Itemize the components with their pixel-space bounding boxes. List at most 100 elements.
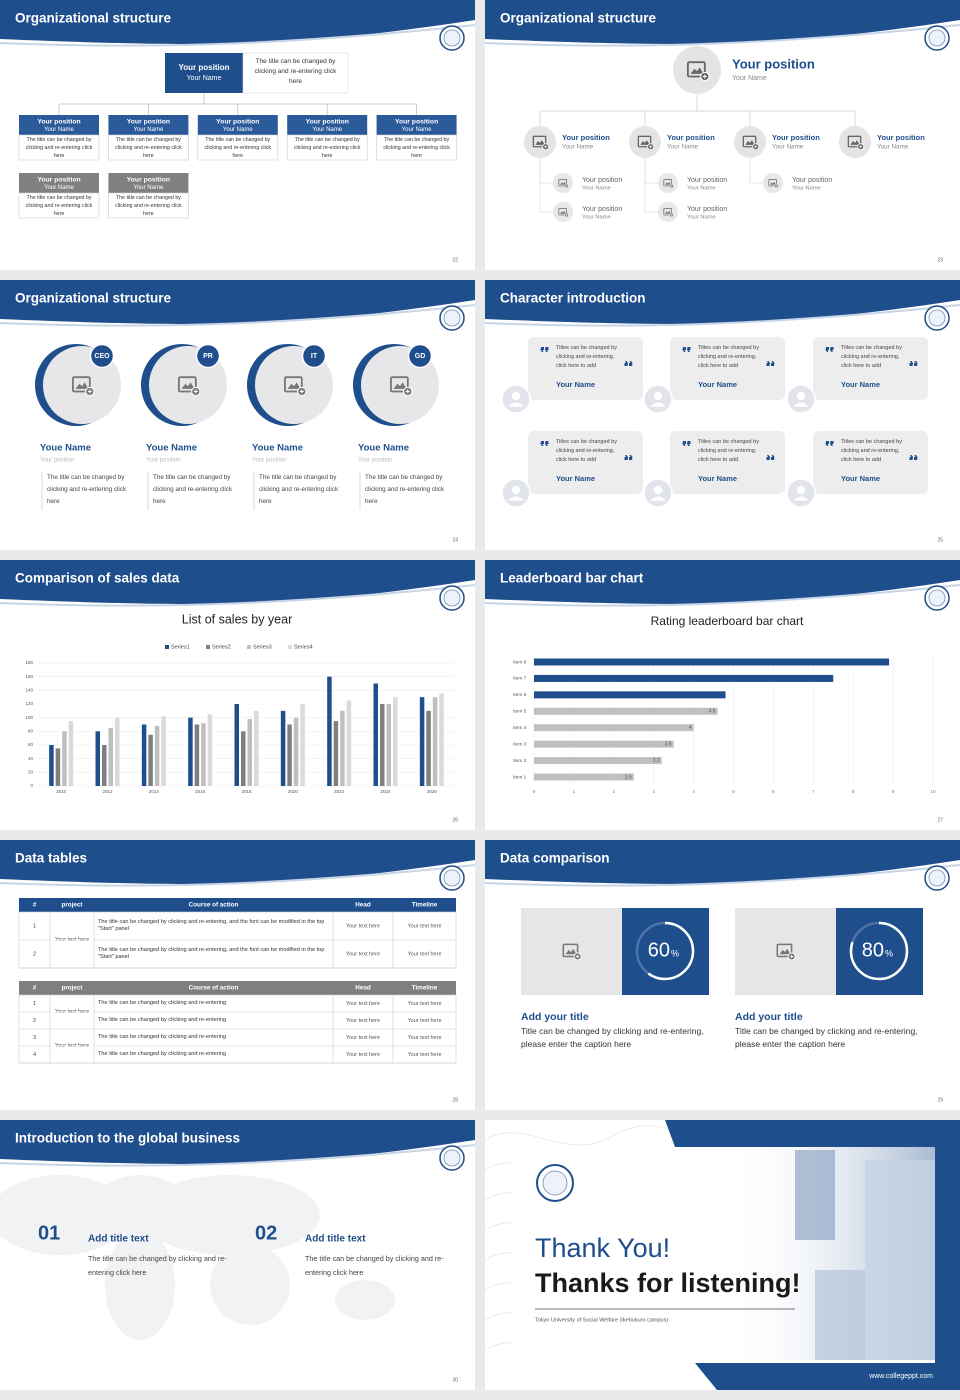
box-text-box: The title can be changed by clicking and… xyxy=(205,137,272,159)
avatar-head xyxy=(653,391,663,401)
slide-title: Organizational structure xyxy=(15,291,172,306)
bar xyxy=(102,745,107,786)
table-header-cell: Head xyxy=(355,985,371,992)
logo-inner xyxy=(443,869,461,887)
course-cell-box: The title can be changed by clicking and… xyxy=(98,919,324,933)
person-name: Youe Name xyxy=(146,443,197,454)
person-text-box: The title can be changed by clicking and… xyxy=(153,474,232,505)
person-position: Your position xyxy=(40,458,74,464)
child-photo xyxy=(553,202,573,222)
bottom-band xyxy=(695,1363,960,1390)
card xyxy=(813,431,928,494)
card-text: Titles can be changed by clicking and re… xyxy=(698,345,759,369)
top-note-box: The title can be changed by clicking and… xyxy=(255,58,337,85)
box-body xyxy=(108,134,189,161)
bar xyxy=(115,717,120,786)
item-text-box: The title can be changed by clicking and… xyxy=(88,1254,227,1277)
course-cell: The title can be changed by clicking and… xyxy=(98,946,325,961)
box-name: Your Name xyxy=(44,127,74,133)
item-text-box: Title can be changed by clicking and re-… xyxy=(735,1026,918,1049)
bar xyxy=(49,745,54,786)
image-icon xyxy=(768,178,779,189)
table-header-cell: # xyxy=(33,902,37,909)
x-tick-label: 2020 xyxy=(288,789,299,794)
box-text: The title can be changed by clicking and… xyxy=(25,137,93,159)
bar xyxy=(247,719,252,786)
icon-frame xyxy=(558,178,568,187)
quote-close xyxy=(624,361,633,366)
logo-inner xyxy=(443,1149,461,1167)
chart-title: Rating leaderboard bar chart xyxy=(651,614,804,628)
timeline-cell: Your text here xyxy=(407,1035,441,1041)
logo-inner xyxy=(928,29,946,47)
head-cell: Your text here xyxy=(346,951,380,957)
x-tick-label: 4 xyxy=(692,789,695,794)
ring-value xyxy=(635,921,695,981)
image-icon xyxy=(558,178,569,189)
badge xyxy=(407,343,433,369)
quote-open xyxy=(540,441,549,446)
icon-frame xyxy=(558,207,568,216)
item-title: Add title text xyxy=(305,1234,366,1245)
slide: Data tables 28 # project Course of action Hea… xyxy=(0,840,476,1110)
timeline-cell: Your text here xyxy=(407,951,441,957)
child-name: Your Name xyxy=(687,186,716,192)
y-tick-label: 60 xyxy=(28,742,34,747)
bar xyxy=(534,691,726,699)
child-photo xyxy=(553,173,573,193)
bar xyxy=(161,716,166,786)
page-number: 29 xyxy=(937,1097,943,1103)
image-icon xyxy=(71,376,95,397)
icon-plus-sign xyxy=(299,389,304,394)
x-tick-label: 5 xyxy=(732,789,735,794)
x-tick-label: 10 xyxy=(930,789,936,794)
icon-mountain xyxy=(75,382,89,389)
card-name: Your Name xyxy=(556,474,595,483)
row-number: 3 xyxy=(33,1035,36,1041)
avatar-body xyxy=(650,496,666,501)
x-tick-label: 2018 xyxy=(241,789,252,794)
box-name: Your Name xyxy=(312,127,342,133)
box-body xyxy=(286,134,368,161)
node-position: Your position xyxy=(772,133,820,142)
bar xyxy=(201,723,206,786)
row-number: 2 xyxy=(33,1018,36,1024)
box-header xyxy=(108,115,189,135)
bar xyxy=(148,734,153,786)
legend-swatch xyxy=(206,645,210,649)
icon-plus-sign xyxy=(87,389,92,394)
image-icon xyxy=(847,135,865,151)
icon-frame xyxy=(847,135,862,148)
x-tick-label: 8 xyxy=(852,789,855,794)
legend-label: Series4 xyxy=(294,644,313,650)
card-text-box: Titles can be changed by clicking and re… xyxy=(556,439,617,463)
item-title: Add your title xyxy=(521,1011,589,1023)
y-tick-label: 140 xyxy=(25,688,33,693)
x-tick-label: 3 xyxy=(652,789,655,794)
page-number: 28 xyxy=(452,1097,458,1103)
x-tick-label: 6 xyxy=(772,789,775,794)
bar xyxy=(373,683,378,786)
value-label: 4.6 xyxy=(709,709,716,715)
box-text-box: The title can be changed by clicking and… xyxy=(26,195,93,217)
box-text: The title can be changed by clicking and… xyxy=(115,195,182,217)
badge-label: IT xyxy=(311,353,318,360)
bar xyxy=(534,740,674,748)
bar xyxy=(327,676,332,786)
quote-close xyxy=(909,455,918,460)
header-band xyxy=(485,840,960,884)
item-text: Title can be changed by clicking and re-… xyxy=(521,1026,704,1049)
box-name: Your Name xyxy=(134,127,164,133)
course-cell-box: The title can be changed by clicking and… xyxy=(98,1017,226,1023)
card-name: Your Name xyxy=(698,474,737,483)
percent-unit: % xyxy=(885,948,893,958)
value-label: 3.2 xyxy=(653,758,660,764)
y-tick-label: Item 2 xyxy=(513,758,527,764)
quote-open xyxy=(825,441,834,446)
bar xyxy=(300,704,305,786)
map-shape xyxy=(335,1280,395,1320)
child-photo xyxy=(658,202,678,222)
slide: Data comparison 29 60 % Add your title Title … xyxy=(484,840,960,1110)
card xyxy=(670,337,785,400)
